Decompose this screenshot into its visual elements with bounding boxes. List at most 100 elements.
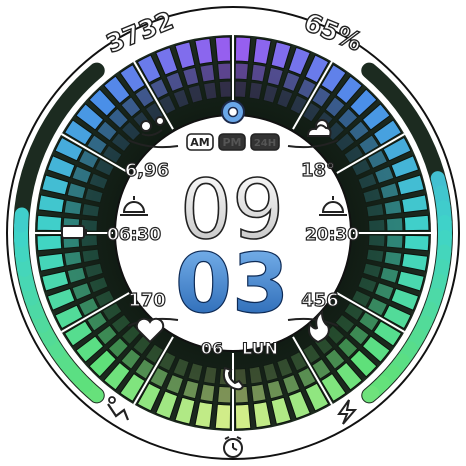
lightning-icon[interactable] <box>337 399 358 425</box>
calories-value: 456 <box>301 290 339 311</box>
phone-icon[interactable] <box>222 366 245 391</box>
ring-segment <box>250 63 267 83</box>
ring-segment <box>110 132 132 153</box>
ring-segment <box>75 103 105 131</box>
ring-segment <box>383 199 403 216</box>
ring-segment <box>382 136 412 162</box>
ring-segment <box>262 84 279 104</box>
ring-segment <box>367 218 386 232</box>
ring-segment <box>311 86 332 108</box>
ring-segment <box>194 401 214 429</box>
ring-segment <box>84 187 104 204</box>
ring-segment <box>66 266 87 284</box>
dial-spoke <box>133 336 174 405</box>
ring-segment <box>217 385 232 404</box>
ring-segment <box>296 366 317 388</box>
date-weekday: LUN <box>242 339 278 358</box>
ring-segment <box>101 301 123 322</box>
ring-segment <box>63 250 83 267</box>
ring-segment <box>266 379 284 400</box>
ring-segment <box>248 81 264 101</box>
workout-icon[interactable] <box>107 396 130 421</box>
ring-segment <box>276 357 294 378</box>
ring-segment <box>250 383 267 403</box>
ring-segment <box>119 372 146 403</box>
ring-segment <box>71 165 93 185</box>
ring-segment <box>103 361 131 391</box>
ring-segment <box>343 144 365 165</box>
heart-icon <box>135 317 165 344</box>
ring-segment <box>357 172 378 190</box>
ring-segment <box>199 383 216 403</box>
ring-segment <box>361 335 391 363</box>
ring-segment <box>96 120 118 142</box>
ring-segment <box>36 234 63 252</box>
ring-segment <box>66 182 87 200</box>
sunset-icon <box>319 196 347 216</box>
ring-segment <box>320 63 347 94</box>
ring-segment <box>136 54 162 84</box>
ring-segment <box>362 262 382 279</box>
ring-segment <box>214 36 232 63</box>
ring-segment <box>120 120 142 142</box>
ring-segment <box>78 149 100 170</box>
ring-segment <box>46 287 76 311</box>
ring-segment <box>155 390 179 420</box>
time-minutes: 03 <box>175 237 289 332</box>
distance-value: 6,96 <box>125 160 169 181</box>
ring-segment <box>172 88 190 109</box>
ring-segment <box>63 199 83 216</box>
ring-segment <box>379 182 400 200</box>
ring-segment <box>187 362 204 382</box>
ring-segment <box>94 289 115 308</box>
ring-segment <box>218 80 232 99</box>
ring-segment <box>96 324 118 346</box>
time-hours: 09 <box>180 163 284 258</box>
battery-icon <box>61 225 87 239</box>
ring-segment <box>335 361 363 391</box>
ring-segment <box>165 373 185 395</box>
ring-segment <box>46 155 76 179</box>
battery-gauge-fill <box>362 385 380 403</box>
ring-segment <box>276 88 294 109</box>
ring-segment <box>234 62 249 81</box>
ring-segment <box>234 36 252 63</box>
ring-segment <box>287 46 311 76</box>
ring-segment <box>385 217 404 232</box>
dial-spoke <box>61 292 130 333</box>
ring-segment <box>94 158 115 177</box>
alarm-icon[interactable] <box>223 436 243 458</box>
ring-segment <box>358 311 380 332</box>
ring-segment <box>343 301 365 322</box>
ring-segment <box>75 335 105 363</box>
ring-segment <box>349 88 378 117</box>
battery-gauge <box>361 62 453 404</box>
ring-segment <box>134 86 155 108</box>
ring-segment <box>234 403 252 430</box>
ring-segment <box>54 304 84 330</box>
ring-segment <box>182 379 200 400</box>
dial-spokes <box>35 35 431 431</box>
ring-segment <box>252 401 272 429</box>
ring-segment <box>372 119 403 146</box>
ring-segment <box>84 262 104 279</box>
ring-segment <box>120 348 142 370</box>
ring-segment <box>63 320 94 347</box>
weather-icon <box>306 119 332 137</box>
24h-badge: 24H <box>250 133 280 151</box>
ring-segment <box>134 358 155 380</box>
ring-segment <box>136 382 162 412</box>
ring-segment <box>86 134 108 155</box>
ring-segment <box>304 382 330 412</box>
settings-icon[interactable] <box>221 100 245 124</box>
ring-segment <box>149 78 170 100</box>
ring-segment <box>396 174 425 196</box>
ring-segment <box>351 289 372 308</box>
ring-segment <box>361 103 391 131</box>
ring-segment <box>266 66 284 87</box>
temperature-value: 18° <box>301 160 335 181</box>
ring-segment <box>301 101 322 123</box>
ring-segment <box>199 63 216 83</box>
ring-segment <box>80 234 99 248</box>
